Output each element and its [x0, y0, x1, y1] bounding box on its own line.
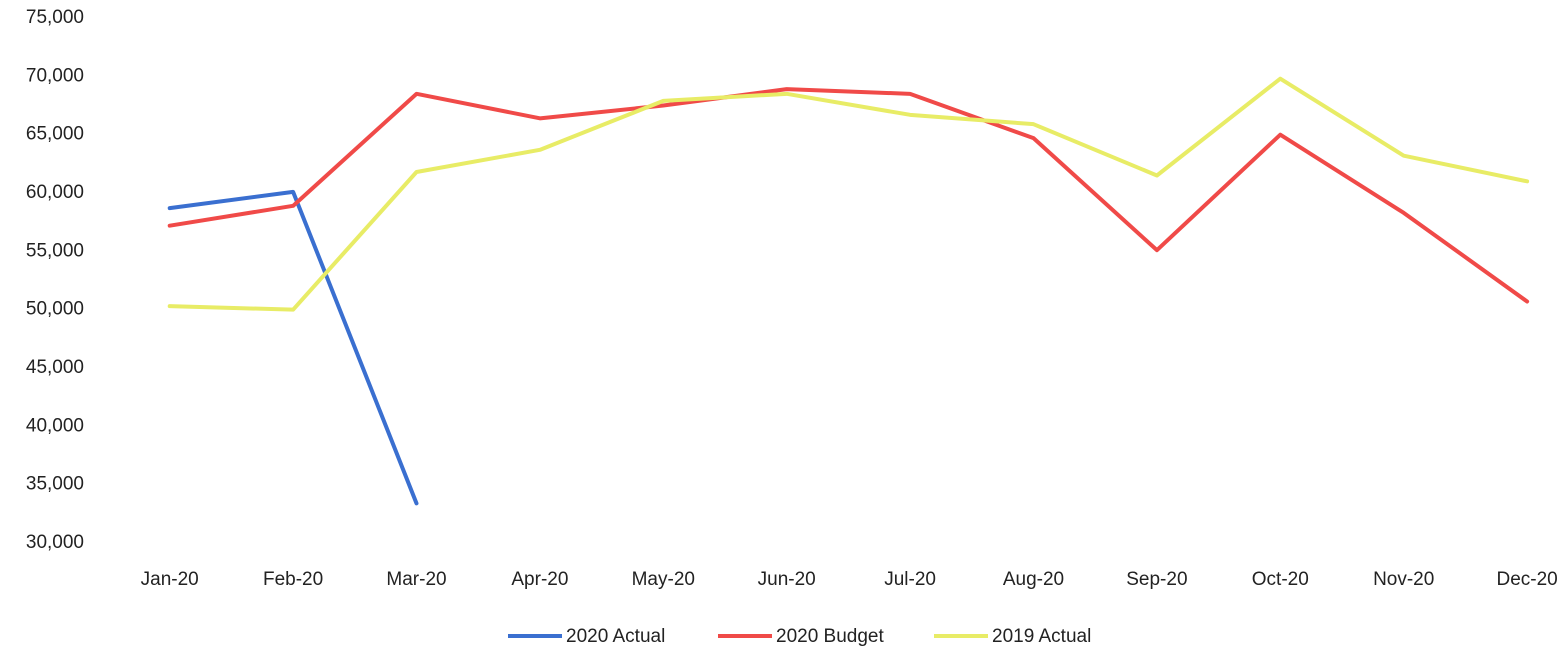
x-tick-label: Jan-20	[141, 569, 199, 590]
series-line	[167, 76, 1530, 312]
y-tick-label: 35,000	[26, 474, 84, 495]
x-tick-label: Oct-20	[1252, 569, 1309, 590]
y-tick-label: 30,000	[26, 532, 84, 553]
x-tick-label: Jul-20	[884, 569, 936, 590]
x-tick-label: Mar-20	[386, 569, 446, 590]
x-tick-label: Feb-20	[263, 569, 323, 590]
y-tick-label: 70,000	[26, 65, 84, 86]
y-tick-label: 55,000	[26, 240, 84, 261]
x-tick-label: Dec-20	[1496, 569, 1557, 590]
y-tick-label: 65,000	[26, 124, 84, 145]
y-tick-label: 50,000	[26, 299, 84, 320]
legend-label: 2020 Actual	[566, 626, 665, 647]
x-tick-label: Apr-20	[511, 569, 568, 590]
x-tick-label: Sep-20	[1126, 569, 1187, 590]
series-line	[167, 87, 1530, 304]
y-tick-label: 45,000	[26, 357, 84, 378]
x-tick-label: Jun-20	[758, 569, 816, 590]
y-tick-label: 75,000	[26, 7, 84, 28]
x-tick-label: May-20	[632, 569, 695, 590]
x-tick-label: Nov-20	[1373, 569, 1434, 590]
series-line	[167, 189, 419, 506]
y-tick-label: 60,000	[26, 182, 84, 203]
x-tick-label: Aug-20	[1003, 569, 1064, 590]
legend-label: 2019 Actual	[992, 626, 1091, 647]
legend-label: 2020 Budget	[776, 626, 884, 647]
y-tick-label: 40,000	[26, 415, 84, 436]
